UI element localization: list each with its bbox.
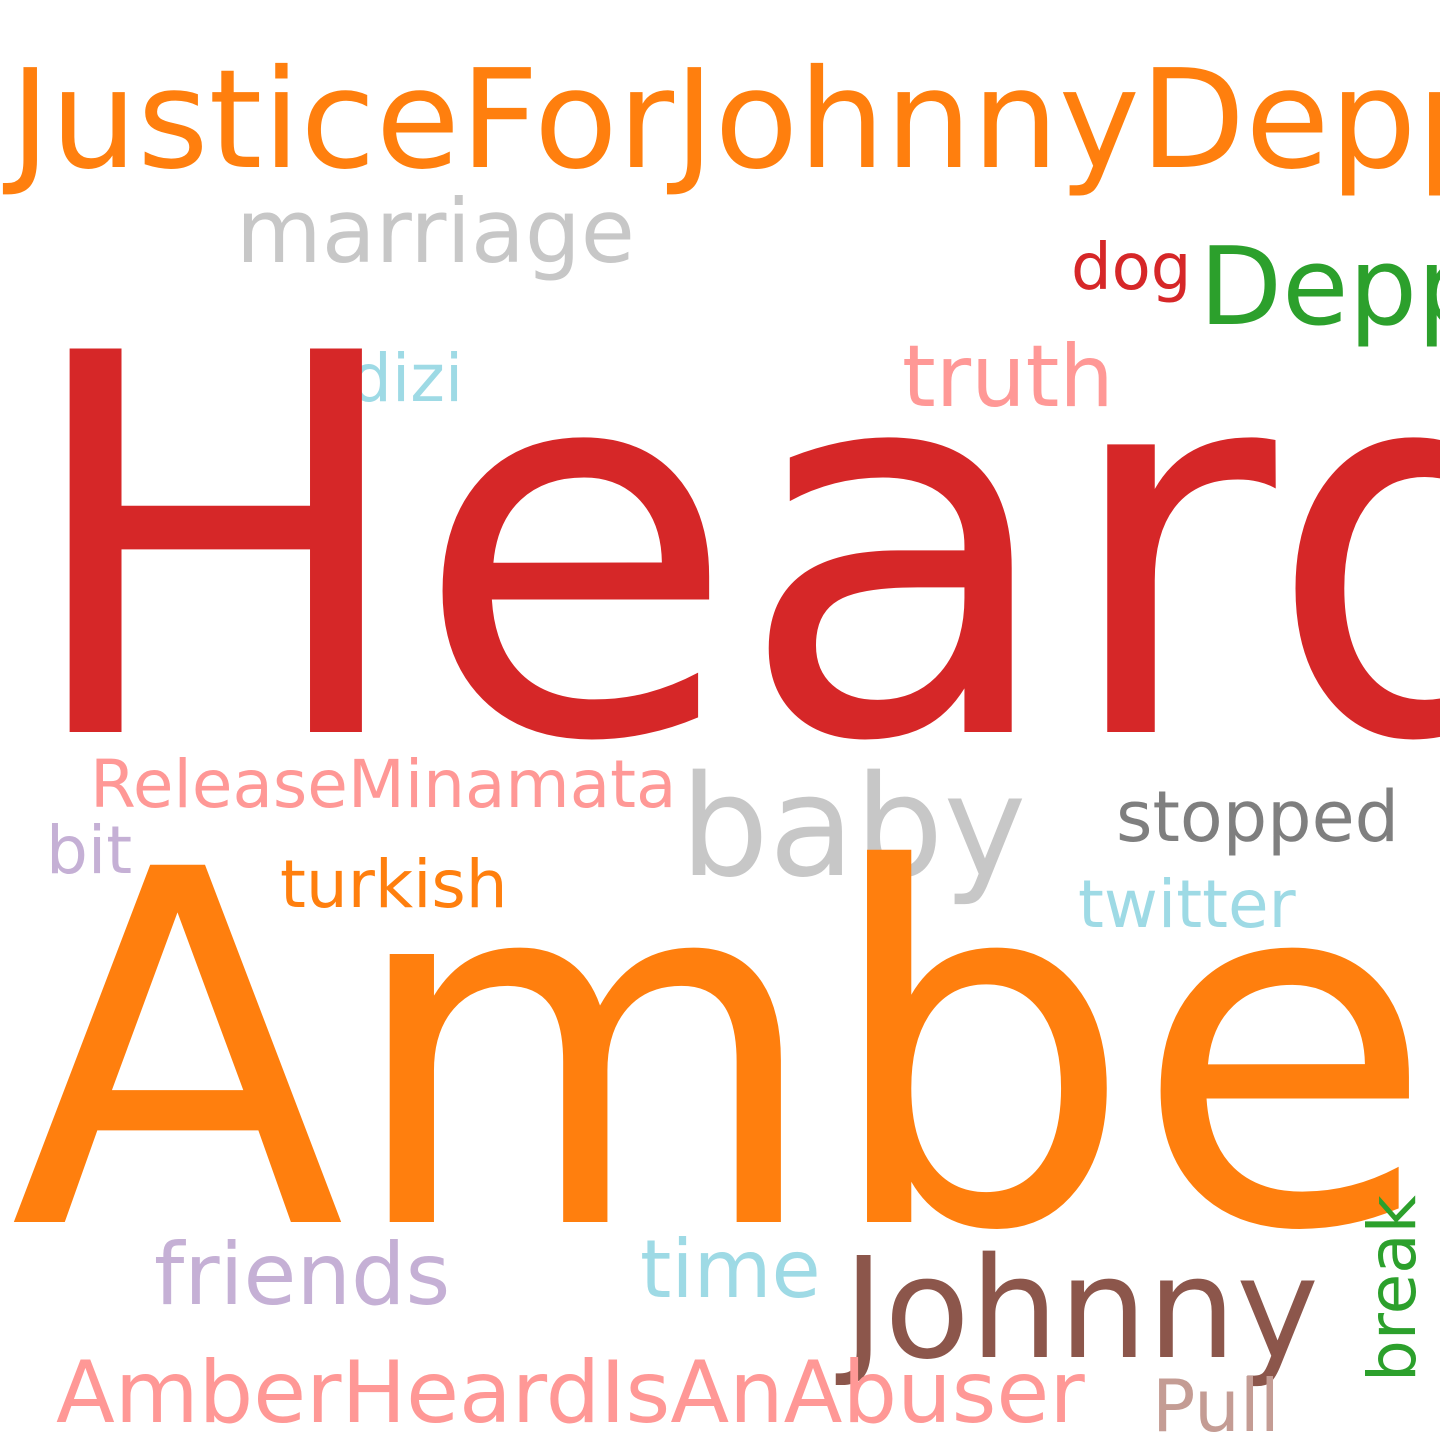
word-twitter: twitter [1078, 866, 1296, 943]
word-releaseminamata: ReleaseMinamata [90, 746, 677, 823]
word-turkish: turkish [280, 846, 508, 923]
word-justiceforjohnnydepp: JusticeForJohnnyDepp [10, 41, 1440, 200]
word-johnny: Johnny [843, 1228, 1319, 1391]
word-stopped: stopped [1116, 776, 1400, 858]
word-amber: Amber [10, 767, 1440, 1338]
word-dizi: dizi [350, 340, 464, 417]
word-depp: Depp [1199, 225, 1440, 350]
word-heard: Heard [18, 245, 1440, 857]
word-pull: Pull [1152, 1364, 1280, 1440]
word-amberheardisanabuser: AmberHeardIsAnAbuser [56, 1343, 1085, 1440]
word-dog: dog [1071, 231, 1192, 305]
word-truth: truth [902, 327, 1114, 427]
word-marriage: marriage [236, 180, 635, 283]
word-break: break [1354, 1195, 1431, 1382]
word-time: time [640, 1223, 821, 1316]
word-friends: friends [154, 1225, 451, 1325]
word-bit: bit [46, 812, 133, 889]
word-baby: baby [680, 746, 1027, 909]
